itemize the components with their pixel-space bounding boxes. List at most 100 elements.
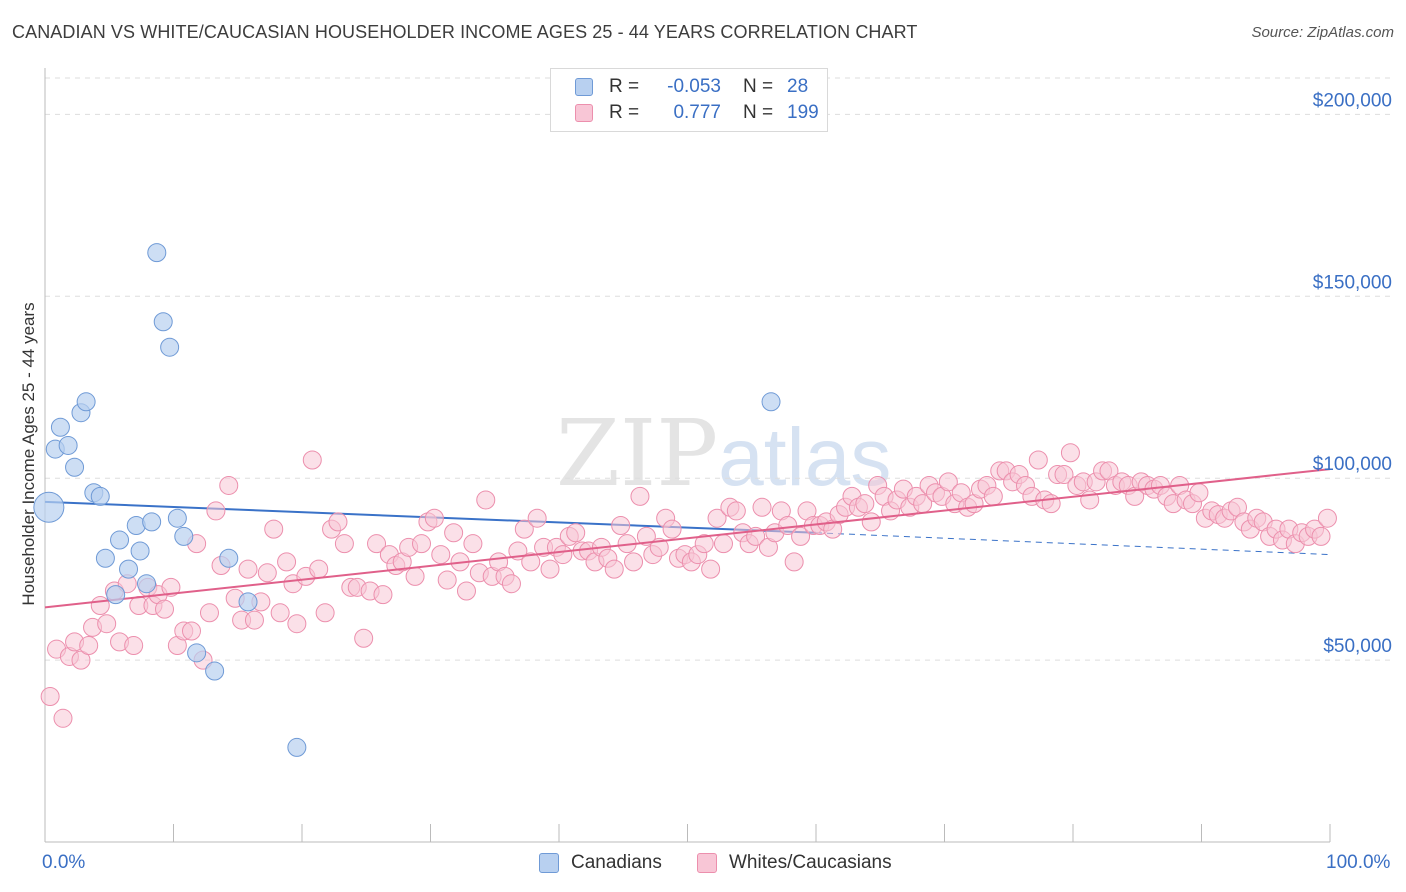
data-point-whites (1189, 483, 1209, 503)
data-point-canadians (50, 417, 70, 437)
data-point-canadians (65, 457, 85, 477)
data-point-whites (701, 559, 721, 579)
data-point-whites (611, 515, 631, 535)
legend-swatch-blue (575, 78, 593, 96)
data-point-whites (264, 519, 284, 539)
x-min-label: 0.0% (42, 852, 86, 873)
data-point-whites (1060, 443, 1080, 463)
data-point-whites (270, 603, 290, 623)
data-point-canadians (126, 515, 146, 535)
data-point-whites (752, 497, 772, 517)
legend-n-value: 199 (787, 102, 819, 123)
legend-item-canadians[interactable]: Canadians (539, 852, 662, 874)
y-axis-label: Householder Income Ages 25 - 44 years (19, 302, 38, 606)
chart-title: CANADIAN VS WHITE/CAUCASIAN HOUSEHOLDER … (12, 22, 918, 42)
data-point-whites (521, 552, 541, 572)
data-point-whites (257, 563, 277, 583)
data-point-whites (199, 603, 219, 623)
data-point-whites (40, 686, 60, 706)
legend-label-canadians: Canadians (571, 852, 662, 873)
data-point-whites (855, 494, 875, 514)
data-point-whites (71, 650, 91, 670)
data-point-whites (334, 534, 354, 554)
data-point-whites (1028, 450, 1048, 470)
data-point-whites (219, 475, 239, 495)
data-point-whites (287, 614, 307, 634)
data-point-whites (784, 552, 804, 572)
legend-swatch-pink (697, 853, 717, 873)
data-point-canadians (76, 392, 96, 412)
data-point-whites (1041, 494, 1061, 514)
data-point-whites (302, 450, 322, 470)
y-tick-label: $200,000 (1313, 90, 1392, 111)
legend-r-label: R = (609, 102, 640, 123)
data-point-whites (354, 628, 374, 648)
data-point-whites (456, 581, 476, 601)
legend-n-label: N = (743, 102, 774, 123)
legend-row-whites: R = 0.777 N = 199 (575, 101, 819, 125)
data-point-whites (713, 534, 733, 554)
data-point-canadians (160, 337, 180, 357)
data-point-canadians (174, 526, 194, 546)
data-point-canadians (205, 661, 225, 681)
data-point-canadians (147, 243, 167, 263)
y-tick-label: $50,000 (1323, 636, 1392, 657)
data-point-whites (79, 636, 99, 656)
legend-swatch-blue (539, 853, 559, 873)
data-point-whites (124, 636, 144, 656)
legend-n-value: 28 (787, 76, 809, 97)
data-point-whites (155, 599, 175, 619)
legend-r-value: -0.053 (667, 76, 721, 97)
data-point-whites (244, 610, 264, 630)
data-point-whites (501, 574, 521, 594)
data-point-canadians (167, 508, 187, 528)
data-point-whites (527, 508, 547, 528)
legend-item-whites[interactable]: Whites/Caucasians (697, 852, 892, 874)
data-point-canadians (95, 548, 115, 568)
data-point-whites (861, 512, 881, 532)
data-point-canadians (33, 491, 65, 523)
data-point-canadians (106, 585, 126, 605)
y-tick-label: $100,000 (1313, 454, 1392, 475)
data-point-whites (431, 545, 451, 565)
data-point-whites (630, 486, 650, 506)
data-point-whites (636, 526, 656, 546)
data-point-whites (540, 559, 560, 579)
canadians-points (33, 243, 781, 757)
data-point-whites (373, 585, 393, 605)
whites-points (40, 443, 1337, 728)
data-point-whites (97, 614, 117, 634)
data-point-whites (424, 508, 444, 528)
watermark-accent: atlas (718, 412, 892, 503)
data-point-whites (476, 490, 496, 510)
legend-label-whites: Whites/Caucasians (729, 852, 892, 873)
stats-legend: R = -0.053 N = 28 R = 0.777 N = 199 (550, 68, 828, 132)
legend-r-value: 0.777 (673, 102, 721, 123)
data-point-whites (315, 603, 335, 623)
data-point-canadians (130, 541, 150, 561)
data-point-whites (53, 708, 73, 728)
data-point-canadians (187, 643, 207, 663)
data-point-whites (694, 534, 714, 554)
trend-line-whites (44, 468, 1331, 609)
data-point-canadians (153, 312, 173, 332)
y-tick-labels: $50,000 $100,000 $150,000 $200,000 (1313, 90, 1392, 657)
legend-n-label: N = (743, 76, 774, 97)
axes (44, 68, 1331, 843)
data-point-whites (181, 621, 201, 641)
data-point-whites (90, 596, 110, 616)
data-point-whites (649, 537, 669, 557)
data-point-whites (514, 519, 534, 539)
legend-row-canadians: R = -0.053 N = 28 (575, 75, 819, 99)
data-point-whites (1054, 465, 1074, 485)
data-point-whites (1317, 508, 1337, 528)
data-point-canadians (219, 548, 239, 568)
data-point-canadians (142, 512, 162, 532)
whites-trend (44, 468, 1331, 609)
data-point-whites (238, 559, 258, 579)
data-point-whites (367, 534, 387, 554)
data-point-whites (938, 472, 958, 492)
data-point-whites (444, 523, 464, 543)
data-point-whites (412, 534, 432, 554)
